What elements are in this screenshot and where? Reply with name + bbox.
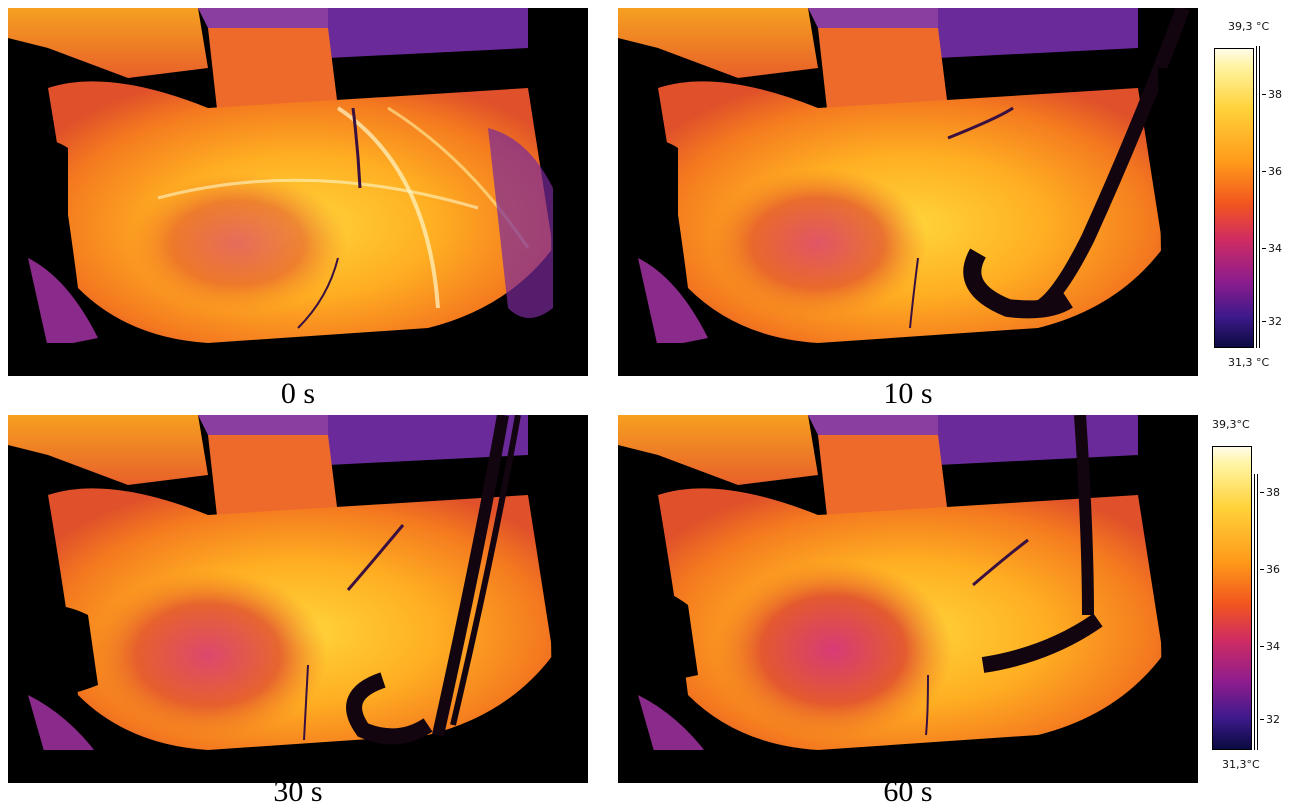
scale-tick: 36 <box>1260 563 1280 576</box>
temperature-scale-bottom: 39,3°C 38 36 34 32 31,3°C <box>1208 418 1304 771</box>
caption-30s: 30 s <box>273 775 323 808</box>
scale-tick: 38 <box>1260 486 1280 499</box>
scale-tick: 34 <box>1262 242 1282 255</box>
thermal-image-0s <box>8 8 588 376</box>
scale-min-label: 31,3 °C <box>1228 356 1270 369</box>
thermal-image-30s <box>8 415 588 783</box>
scale-tick: 36 <box>1262 165 1282 178</box>
scale-axis-line <box>1259 46 1260 348</box>
caption-0s: 0 s <box>280 377 316 410</box>
caption-60s: 60 s <box>883 775 933 808</box>
scale-max-label: 39,3 °C <box>1228 20 1270 33</box>
color-gradient-bar <box>1212 446 1252 750</box>
temperature-scale-top: 39,3 °C 38 36 34 32 31,3 °C <box>1210 20 1306 369</box>
scale-tick: 34 <box>1260 640 1280 653</box>
caption-10s: 10 s <box>883 377 933 410</box>
thermal-image-60s <box>618 415 1198 783</box>
scale-max-label: 39,3°C <box>1212 418 1250 431</box>
color-gradient-bar <box>1214 48 1254 348</box>
scale-tick: 38 <box>1262 88 1282 101</box>
scale-min-label: 31,3°C <box>1222 758 1260 771</box>
thermal-image-10s <box>618 8 1198 376</box>
scale-axis-line <box>1256 46 1257 348</box>
scale-tick: 32 <box>1260 713 1280 726</box>
scale-axis-line <box>1254 474 1255 750</box>
scale-tick: 32 <box>1262 315 1282 328</box>
scale-axis-line <box>1257 474 1258 750</box>
